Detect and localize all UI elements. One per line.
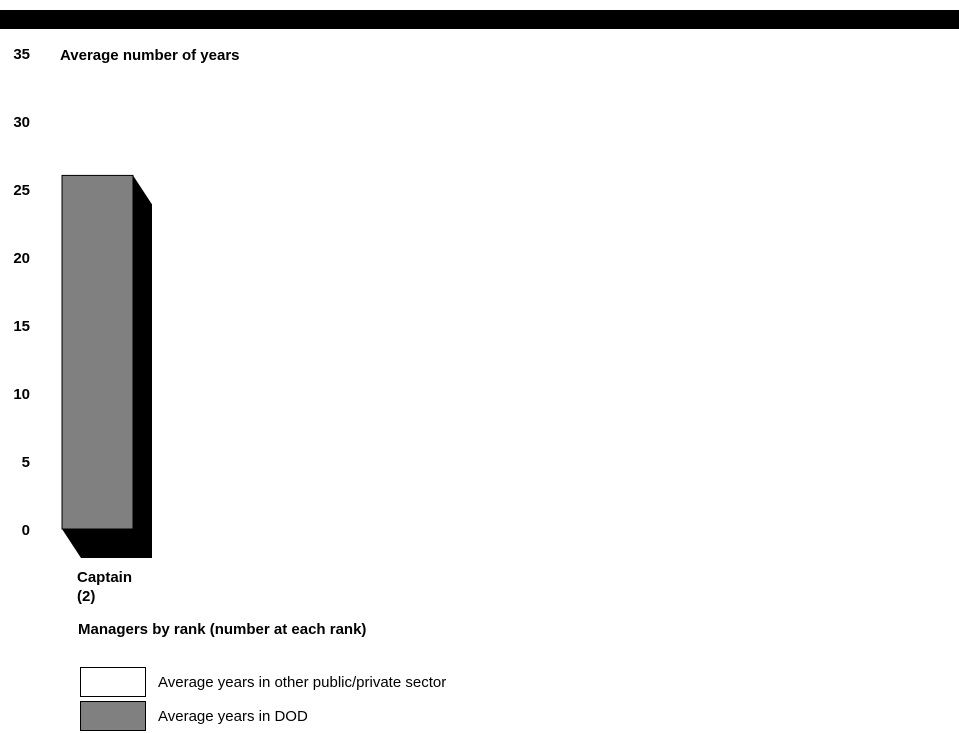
legend-swatch-dod xyxy=(80,701,146,731)
y-tick-label-20: 20 xyxy=(13,250,30,267)
category-label-line2: (2) xyxy=(77,588,95,605)
bar-1-0 xyxy=(61,174,134,530)
y-tick-label-5: 5 xyxy=(22,454,30,471)
legend-label-other-sector: Average years in other public/private se… xyxy=(158,673,447,691)
y-tick-label-30: 30 xyxy=(13,114,30,131)
legend: Average years in other public/private se… xyxy=(80,666,446,733)
legend-item-other-sector: Average years in other public/private se… xyxy=(80,666,446,698)
header-bar xyxy=(0,10,959,29)
x-axis-title: Managers by rank (number at each rank) xyxy=(78,621,366,638)
bars-group xyxy=(61,174,152,558)
y-axis-ticks: 0 5 10 15 20 25 30 35 xyxy=(13,46,30,539)
legend-swatch-other-sector xyxy=(80,667,146,697)
category-label-line1: Captain xyxy=(77,569,132,586)
y-tick-label-10: 10 xyxy=(13,386,30,403)
bar-shadow-1-0 xyxy=(62,175,152,558)
bar-chart: 0 5 10 15 20 25 30 35 Average number of years C… xyxy=(13,46,366,638)
y-tick-label-35: 35 xyxy=(13,46,30,63)
y-axis-title: Average number of years xyxy=(60,47,240,64)
category-labels: Captain (2) xyxy=(77,569,132,605)
legend-label-dod: Average years in DOD xyxy=(158,707,308,725)
y-tick-label-15: 15 xyxy=(13,318,30,335)
y-tick-label-25: 25 xyxy=(13,182,30,199)
y-tick-label-0: 0 xyxy=(22,522,30,539)
legend-item-dod: Average years in DOD xyxy=(80,700,446,732)
